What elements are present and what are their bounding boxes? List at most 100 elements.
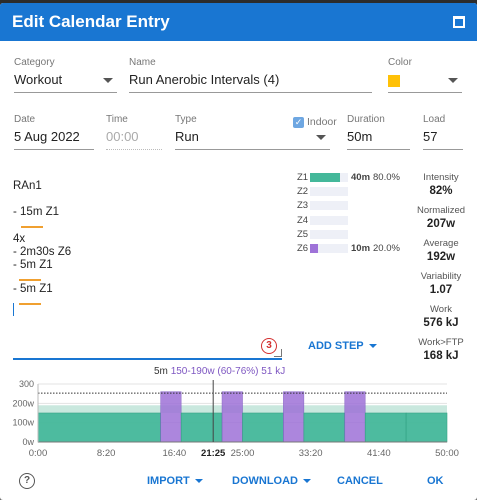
zone-time: 40m [351,171,371,183]
dialog-titlebar: Edit Calendar Entry [0,3,477,41]
workout-step-bar [344,391,366,443]
color-select[interactable] [388,72,462,93]
description-line: - 5m Z1 [13,259,53,271]
color-field[interactable]: Color [388,57,462,93]
checkbox-checked-icon[interactable]: ✓ [293,116,304,128]
stat-value: 576 kJ [423,317,459,329]
chevron-down-icon [194,479,203,484]
edit-calendar-dialog: Edit Calendar Entry Category Workout Nam… [0,3,477,500]
category-label: Category [14,57,55,68]
zone-bar [310,186,348,196]
zone-bar [310,244,348,254]
description-line: - 2m30s Z6 [13,246,72,258]
y-tick-label: 300 [19,379,34,389]
x-tick-label: 25:00 [231,448,255,459]
duration-label: Duration [347,114,385,125]
duration-input[interactable]: 50m [347,129,410,150]
step-underline [19,279,41,281]
time-label: Time [106,114,128,125]
workout-power-chart[interactable]: 0w 100w 200w 300 0:00 8:20 16:40 21:25 25:00 33:2… [0,376,477,468]
zone-name: Z4 [297,214,309,226]
x-tick-label: 16:40 [162,448,186,459]
type-label: Type [175,114,197,125]
add-step-button[interactable]: ADD STEP [308,340,377,352]
description-line: RAn1 [13,180,42,192]
duration-field[interactable]: Duration 50m [347,114,410,150]
zone-time: 10m [351,243,371,255]
stat-label: Work [430,304,452,315]
stat-item: Variability 1.07 [410,271,472,296]
stat-value: 207w [426,218,456,230]
step-power: 150-190w (60-76%) [170,366,259,377]
type-field[interactable]: Type Run [175,114,330,150]
date-field[interactable]: Date 5 Aug 2022 [14,114,94,150]
cancel-button[interactable]: CANCEL [337,475,383,487]
stat-label: Intensity [423,172,459,183]
color-swatch [388,74,400,87]
zone-row: Z5 [297,227,412,241]
time-input[interactable]: 00:00 [106,129,162,150]
stat-value: 192w [426,251,456,263]
chevron-down-icon [368,344,377,349]
load-label: Load [423,114,446,125]
indoor-checkbox[interactable]: ✓ Indoor [293,116,337,128]
category-select[interactable]: Workout [14,72,117,93]
description-line: - 5m Z1 [13,283,53,295]
x-tick-label: 50:00 [435,448,459,459]
zone-name: Z5 [297,228,309,240]
hovered-step-info: 5m 150-190w (60-76%) 51 kJ [154,366,285,377]
stat-label: Normalized [416,205,466,216]
zone-row: Z4 [297,213,412,227]
zone-bar-fill [310,172,341,182]
y-tick-label: 200w [12,398,34,408]
workout-step-bar [303,412,346,443]
resize-grip-icon[interactable] [274,349,282,357]
zone-name: Z6 [297,243,309,255]
x-tick-label: 41:40 [367,448,391,459]
chevron-down-icon [316,135,326,140]
zone-percent: 80.0% [373,171,400,183]
zone-row: Z1 40m 80.0% [297,170,412,184]
zone-bar [310,215,348,225]
stat-item: Normalized 207w [410,205,472,230]
zone-row: Z3 [297,199,412,213]
name-field[interactable]: Name Run Anerobic Intervals (4) [129,57,372,93]
zone-name: Z2 [297,185,309,197]
chevron-down-icon [448,78,458,83]
step-count-badge: 3 [261,338,277,354]
download-button[interactable]: DOWNLOAD [232,475,311,487]
y-tick-label: 0w [22,437,34,447]
y-tick-label: 100w [12,418,34,428]
step-underline [19,303,41,305]
maximize-icon[interactable] [453,16,465,28]
load-input[interactable]: 57 [423,129,463,150]
stat-item: Work 576 kJ [410,304,472,329]
download-label: DOWNLOAD [232,475,298,487]
step-underline [21,226,43,228]
name-input[interactable]: Run Anerobic Intervals (4) [129,72,372,93]
stat-value: 1.07 [429,284,453,296]
help-icon[interactable]: ? [19,473,35,489]
load-field[interactable]: Load 57 [423,114,463,150]
type-value: Run [175,129,199,144]
ok-button[interactable]: OK [427,475,444,487]
step-energy: 51 kJ [261,366,286,377]
date-input[interactable]: 5 Aug 2022 [14,129,94,150]
name-label: Name [129,57,156,68]
workout-description-textarea[interactable]: RAn1 - 15m Z1 4x - 2m30s Z6 - 5m Z1 - 5m… [13,180,282,360]
description-line: 4x [13,233,26,245]
description-line: - 15m Z1 [13,206,60,218]
text-cursor [13,303,14,316]
workout-step-bar [242,412,284,443]
stat-item: Average 192w [410,238,472,263]
import-button[interactable]: IMPORT [147,475,203,487]
import-label: IMPORT [147,475,190,487]
zone-row: Z2 [297,184,412,198]
type-select[interactable]: Run [175,129,330,150]
chevron-down-icon [303,479,311,484]
workout-stats: Intensity 82% Normalized 207w Average 192w Var… [410,172,472,370]
time-field[interactable]: Time 00:00 [106,114,162,150]
indoor-label: Indoor [307,116,337,128]
stat-value: 82% [429,185,453,197]
category-field[interactable]: Category Workout [14,57,117,93]
